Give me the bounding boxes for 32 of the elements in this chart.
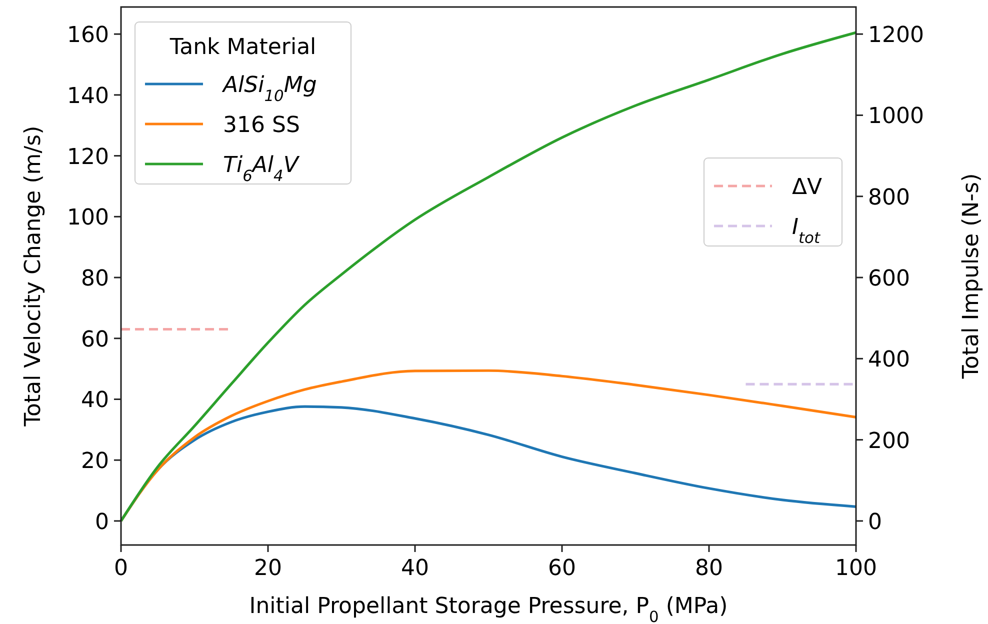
legend-label: ΔV (792, 175, 822, 200)
y2-axis-title: Total Impulse (N-s) (959, 173, 984, 380)
y-tick-label: 80 (81, 266, 109, 292)
legend-title: Tank Material (168, 35, 316, 60)
y2-tick-label: 600 (868, 266, 910, 292)
y2-tick-label: 0 (868, 510, 882, 535)
y-tick-label: 100 (67, 206, 109, 231)
y-tick-label: 40 (81, 388, 109, 414)
y2-tick-label: 800 (868, 185, 910, 210)
x-tick-label: 60 (548, 556, 576, 581)
y-tick-label: 120 (67, 144, 109, 170)
y-tick-label: 60 (81, 327, 109, 352)
y-tick-label: 160 (67, 23, 109, 48)
x-tick-label: 100 (835, 556, 877, 581)
x-tick-label: 40 (401, 556, 429, 581)
legend-label: Ti$_{6}$Al$_{4}$V (223, 153, 300, 185)
y2-tick-label: 200 (868, 428, 910, 454)
x-tick-label: 0 (114, 556, 128, 581)
legend-label: I$_{tot}$ (792, 215, 821, 247)
legend-label: AlSi$_{10}$Mg (221, 73, 317, 105)
x-tick-label: 80 (695, 556, 723, 581)
x-tick-label: 20 (254, 556, 282, 581)
legend-label: 316 SS (223, 113, 300, 138)
y-tick-label: 140 (67, 84, 109, 109)
y-tick-label: 20 (81, 449, 109, 474)
y-axis-title: Total Velocity Change (m/s) (21, 126, 46, 428)
x-axis-title: Initial Propellant Storage Pressure, P$_{0}$ (MPa) (249, 594, 728, 624)
y2-tick-label: 1200 (868, 23, 924, 48)
y2-tick-label: 1000 (868, 104, 924, 130)
line-series (120, 31, 858, 522)
y-tick-label: 0 (95, 510, 109, 535)
y2-tick-label: 400 (868, 348, 910, 373)
